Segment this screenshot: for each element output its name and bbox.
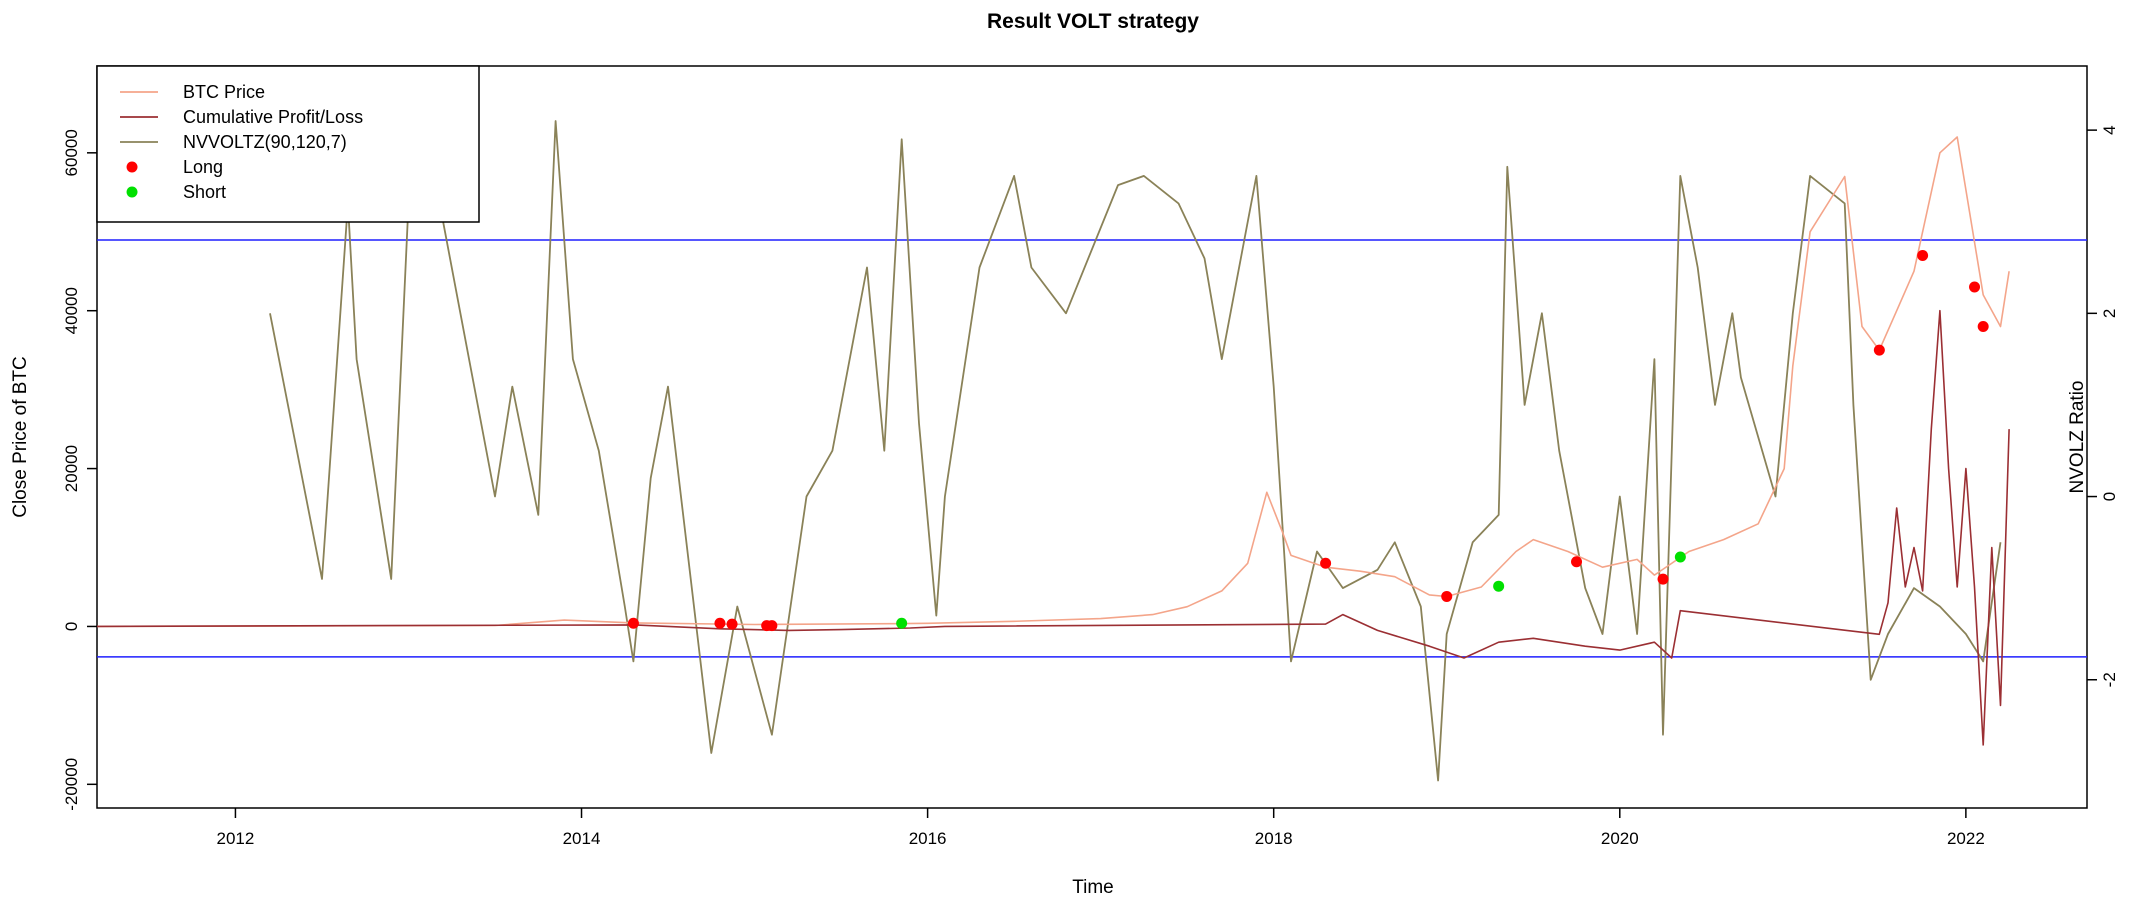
long-signal-point — [1441, 590, 1453, 602]
y-axis-label: Close Price of BTC — [10, 356, 31, 518]
short-signal-point — [896, 617, 908, 629]
long-signal-point — [1969, 281, 1981, 293]
legend-long-label: Long — [183, 157, 223, 177]
y2-tick-label: 4 — [2100, 125, 2119, 134]
x-tick-label: 2016 — [909, 829, 947, 848]
x-axis-label: Time — [1072, 877, 1114, 898]
long-signal-point — [1917, 249, 1929, 261]
long-signal-point — [1571, 556, 1583, 568]
long-signal-point — [1977, 320, 1989, 332]
long-signal-point — [1657, 573, 1669, 585]
long-signal-point — [766, 620, 778, 632]
x-tick-label: 2022 — [1947, 829, 1985, 848]
y2-tick-label: -2 — [2100, 672, 2119, 687]
x-tick-label: 2012 — [217, 829, 255, 848]
legend-box — [96, 65, 480, 223]
long-signal-point — [714, 617, 726, 629]
y-tick-label: 40000 — [62, 287, 81, 334]
legend-short-label: Short — [183, 182, 226, 202]
short-signal-point — [1493, 580, 1505, 592]
y2-tick-label: 0 — [2100, 492, 2119, 501]
y-tick-label: 0 — [62, 622, 81, 631]
long-signal-point — [1320, 557, 1332, 569]
y2-axis-label: NVOLZ Ratio — [2067, 381, 2088, 494]
y-tick-label: -20000 — [62, 758, 81, 811]
nvvoltz-line — [269, 120, 2002, 782]
legend-btc-price-label: BTC Price — [183, 82, 265, 102]
y-tick-label: 60000 — [62, 129, 81, 176]
y-tick-label: 20000 — [62, 445, 81, 492]
legend-cumulative-pnl-label: Cumulative Profit/Loss — [183, 107, 363, 127]
legend-nvvoltz-label: NVVOLTZ(90,120,7) — [183, 132, 347, 152]
plot-area — [97, 120, 2087, 782]
x-tick-label: 2020 — [1601, 829, 1639, 848]
legend-long-swatch — [126, 161, 138, 173]
long-signal-point — [1873, 344, 1885, 356]
short-signal-point — [1674, 551, 1686, 563]
long-signal-point — [627, 617, 639, 629]
long-signal-point — [726, 618, 738, 630]
legend-short-swatch — [126, 186, 138, 198]
axes: 2012 2014 2016 2018 2020 2022 -20000 0 20000 4000… — [62, 125, 2119, 848]
x-tick-label: 2014 — [563, 829, 601, 848]
cumulative-pnl-line — [97, 309, 2010, 746]
y2-tick-label: 2 — [2100, 309, 2119, 318]
chart-title: Result VOLT strategy — [987, 10, 1199, 33]
x-tick-label: 2018 — [1255, 829, 1293, 848]
plot-frame — [96, 65, 2088, 809]
legend: BTC Price Cumulative Profit/Loss NVVOLTZ(9… — [96, 65, 480, 223]
